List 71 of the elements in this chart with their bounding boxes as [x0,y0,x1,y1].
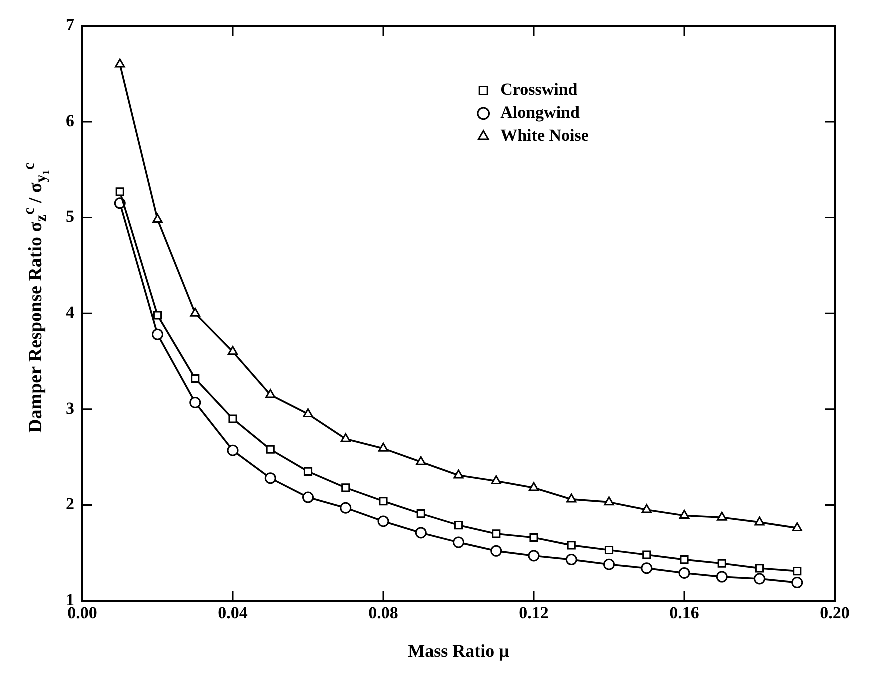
point [792,577,804,589]
point [566,494,577,503]
point [717,512,728,521]
point [264,472,276,484]
point [453,536,464,548]
point [190,396,202,408]
x-axis-title: Mass Ratio μ [408,640,510,661]
point [152,328,164,340]
x-tick-label: 0.04 [218,604,248,623]
y-tick-label: 4 [66,302,75,322]
point [528,550,540,562]
y-tick-label: 6 [66,111,74,130]
point [492,530,501,538]
point [304,467,313,476]
point [530,533,538,542]
point [116,188,124,196]
point [303,408,314,418]
point [566,554,578,566]
x-tick-label: 0.16 [670,604,700,623]
point [342,484,350,492]
point [302,492,314,504]
point [604,558,615,570]
x-tick-label: 0.20 [820,604,850,623]
point [152,214,163,223]
point [642,550,652,560]
point [191,374,200,384]
point [716,571,728,583]
point [415,527,427,539]
point [153,311,162,320]
point [755,564,764,573]
x-tick-label: 0.08 [368,604,398,623]
x-tick-label: 0.12 [519,604,549,623]
point [190,308,200,317]
y-tick-label: 7 [66,16,75,35]
point [792,522,802,532]
point [491,476,502,484]
point [340,502,352,514]
point [641,562,653,574]
point [454,470,464,479]
point [567,541,576,550]
point [228,346,238,356]
point [266,445,275,454]
point [678,567,690,579]
point [604,496,614,506]
point [793,567,802,576]
point [680,556,689,564]
point [490,545,502,557]
point [227,444,239,456]
point [115,58,126,68]
point [228,414,238,424]
point [340,433,351,442]
point [454,521,464,530]
point [718,559,726,568]
point [528,482,540,492]
point [754,573,766,585]
point [378,516,390,528]
point [642,504,652,514]
point [754,516,765,526]
point [604,546,614,555]
point [416,510,426,518]
y-tick-label: 3 [66,398,74,418]
point [679,510,690,519]
legend-label: Crosswind [500,80,578,100]
legend-label: Alongwind [500,103,581,122]
y-tick-label: 5 [66,207,74,226]
point [416,456,426,466]
point [266,389,276,398]
point [378,442,389,452]
y-tick-label: 2 [66,494,74,514]
legend-label: White Noise [500,126,590,146]
point [379,497,388,506]
